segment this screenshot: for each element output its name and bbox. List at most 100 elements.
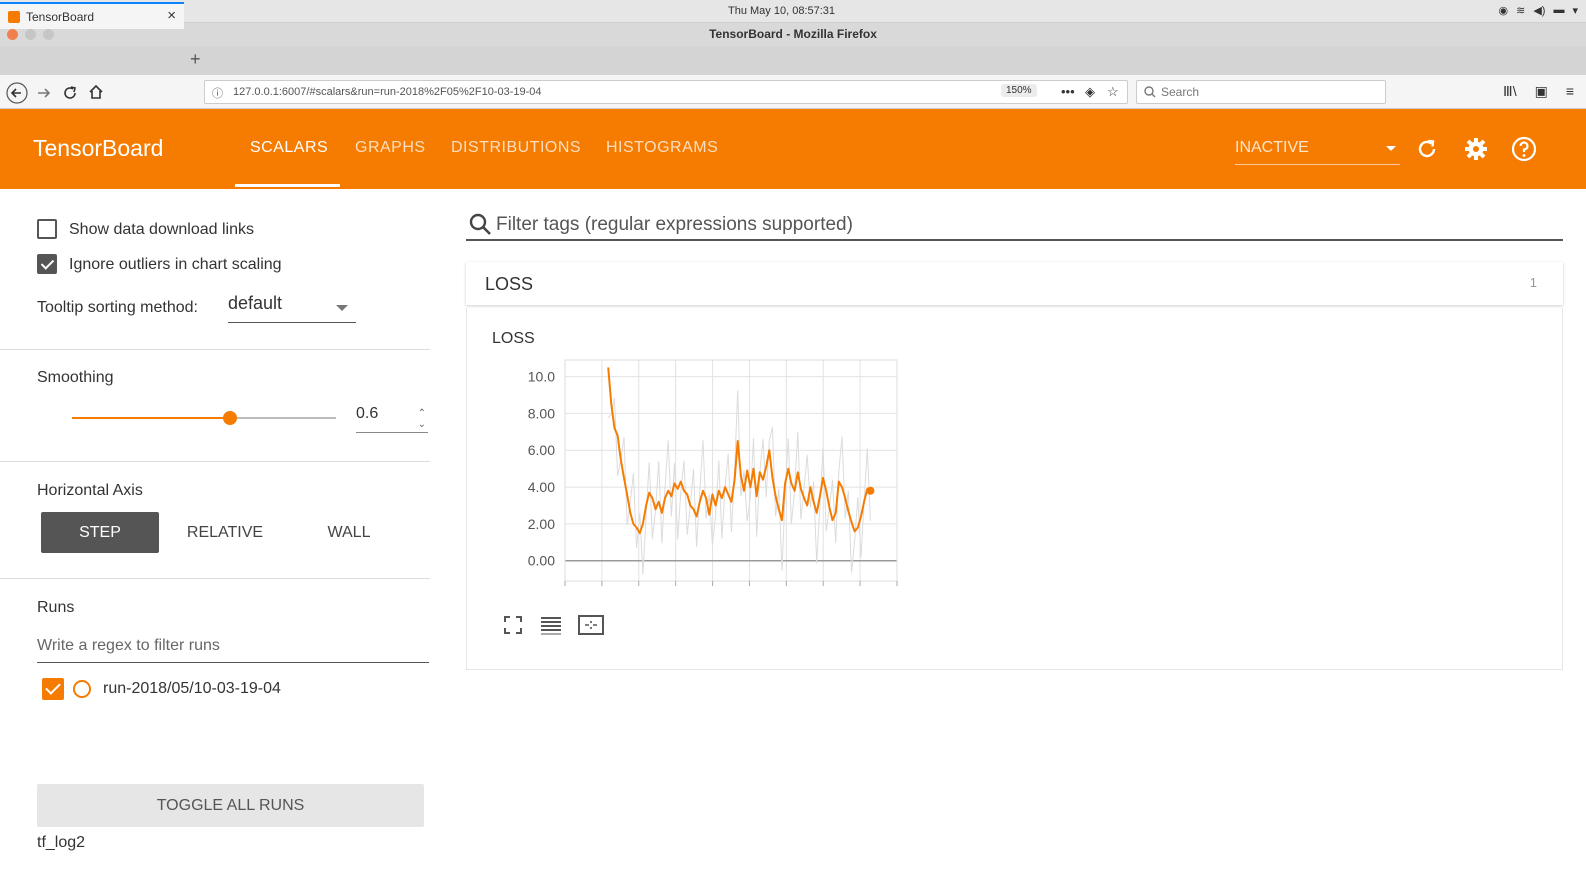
log-directory: tf_log2 bbox=[37, 834, 86, 851]
dropdown-caret-icon bbox=[1386, 146, 1396, 151]
back-icon[interactable] bbox=[6, 82, 28, 104]
loss-chart-card: LOSS 10.0 8.00 6.00 4.00 2.00 0.00 bbox=[466, 308, 1563, 670]
divider bbox=[0, 578, 430, 579]
smoothing-value: 0.6 bbox=[356, 405, 379, 422]
tooltip-sorting-select[interactable]: default bbox=[228, 293, 356, 323]
page-actions-icon[interactable]: ••• bbox=[1061, 84, 1075, 99]
fit-domain-icon[interactable] bbox=[577, 613, 605, 637]
window-title: TensorBoard - Mozilla Firefox bbox=[0, 23, 1586, 46]
axis-relative-button[interactable]: RELATIVE bbox=[186, 524, 264, 541]
toggle-log-scale-icon[interactable] bbox=[539, 613, 563, 637]
tab-title: TensorBoard bbox=[26, 10, 95, 24]
settings-gear-icon[interactable] bbox=[1462, 135, 1490, 163]
chevron-down-icon[interactable]: ▾ bbox=[1572, 5, 1578, 17]
toolbar-right: Ⅲ\ ▣ ≡ bbox=[1503, 83, 1574, 100]
minimize-window-button[interactable] bbox=[25, 29, 36, 40]
smoothing-slider-thumb[interactable] bbox=[223, 411, 238, 425]
series-endpoint bbox=[866, 486, 875, 495]
divider bbox=[0, 349, 430, 350]
new-tab-button[interactable]: + bbox=[190, 49, 201, 69]
refresh-icon[interactable] bbox=[1413, 135, 1441, 163]
search-field[interactable]: Search bbox=[1136, 80, 1386, 104]
y-tick-label: 8.00 bbox=[528, 405, 555, 421]
record-icon[interactable]: ◉ bbox=[1498, 5, 1509, 17]
y-tick-label: 6.00 bbox=[528, 442, 555, 458]
forward-icon[interactable] bbox=[36, 85, 52, 101]
tab-distributions[interactable]: DISTRIBUTIONS bbox=[451, 139, 582, 156]
search-icon bbox=[1144, 86, 1156, 98]
show-download-links-label: Show data download links bbox=[69, 221, 255, 238]
spinner-icon[interactable]: ⌃ ⌄ bbox=[417, 408, 426, 430]
y-tick-label: 4.00 bbox=[528, 479, 555, 495]
expand-icon[interactable] bbox=[501, 613, 525, 637]
run-checkbox[interactable] bbox=[42, 678, 64, 700]
system-tray: ◉ ≋ ◀) ▬ ▾ bbox=[1499, 4, 1578, 17]
tooltip-sorting-value: default bbox=[228, 293, 283, 313]
help-icon[interactable] bbox=[1510, 135, 1538, 163]
tab-strip bbox=[0, 46, 1586, 75]
chart-title: LOSS bbox=[492, 330, 535, 347]
run-name: run-2018/05/10-03-19-04 bbox=[103, 680, 281, 697]
axis-step-button[interactable]: STEP bbox=[41, 512, 159, 553]
category-title: LOSS bbox=[485, 274, 534, 294]
tab-histograms[interactable]: HISTOGRAMS bbox=[606, 139, 719, 156]
sidebar-icon[interactable]: ▣ bbox=[1534, 83, 1548, 99]
loss-chart[interactable]: 10.0 8.00 6.00 4.00 2.00 0.00 bbox=[487, 353, 907, 593]
clock: Thu May 10, 08:57:31 bbox=[728, 5, 836, 17]
tensorboard-header: TensorBoard SCALARS GRAPHS DISTRIBUTIONS… bbox=[0, 109, 1586, 189]
home-icon[interactable] bbox=[88, 84, 104, 100]
tag-filter-input[interactable]: Filter tags (regular expressions support… bbox=[466, 207, 1563, 241]
window-controls bbox=[7, 29, 54, 40]
smoothing-label: Smoothing bbox=[37, 369, 114, 386]
runs-label: Runs bbox=[37, 599, 75, 616]
tab-graphs[interactable]: GRAPHS bbox=[355, 139, 426, 156]
show-download-links-checkbox[interactable] bbox=[37, 219, 57, 239]
smoothing-slider-fill bbox=[72, 417, 231, 419]
menu-icon[interactable]: ≡ bbox=[1565, 83, 1574, 99]
close-window-button[interactable] bbox=[7, 29, 18, 40]
axis-wall-button[interactable]: WALL bbox=[327, 524, 371, 541]
loss-category-header[interactable]: LOSS 1 bbox=[466, 262, 1563, 305]
reload-icon[interactable] bbox=[62, 85, 78, 101]
plot-frame bbox=[564, 359, 898, 582]
tab-scalars[interactable]: SCALARS bbox=[250, 139, 329, 156]
smoothing-input[interactable]: 0.6 ⌃ ⌄ bbox=[356, 405, 428, 433]
close-tab-icon[interactable]: × bbox=[167, 7, 176, 24]
raw-loss-line bbox=[607, 390, 871, 575]
inactive-dashboard-select[interactable]: INACTIVE bbox=[1235, 139, 1400, 165]
maximize-window-button[interactable] bbox=[43, 29, 54, 40]
dropdown-caret-icon bbox=[336, 305, 348, 311]
navigation-bar: ⓘ 127.0.0.1:6007/#scalars&run=run-2018%2… bbox=[0, 75, 1586, 109]
address-bar[interactable]: ⓘ 127.0.0.1:6007/#scalars&run=run-2018%2… bbox=[204, 80, 1128, 104]
ignore-outliers-checkbox[interactable] bbox=[37, 254, 57, 274]
browser-tab[interactable]: TensorBoard × bbox=[0, 2, 184, 29]
bookmark-star-icon[interactable]: ☆ bbox=[1107, 84, 1119, 99]
volume-icon[interactable]: ◀) bbox=[1533, 5, 1546, 17]
run-radio[interactable] bbox=[73, 680, 91, 698]
category-count: 1 bbox=[1529, 275, 1537, 290]
ignore-outliers-label: Ignore outliers in chart scaling bbox=[69, 256, 282, 273]
run-filter-placeholder: Write a regex to filter runs bbox=[37, 637, 220, 654]
wifi-icon[interactable]: ≋ bbox=[1516, 5, 1526, 17]
smoothed-loss-line bbox=[607, 367, 871, 535]
y-tick-label: 10.0 bbox=[528, 369, 555, 385]
y-tick-label: 2.00 bbox=[528, 516, 555, 532]
tag-filter-placeholder: Filter tags (regular expressions support… bbox=[496, 214, 853, 235]
url-text: 127.0.0.1:6007/#scalars&run=run-2018%2F0… bbox=[233, 86, 542, 98]
toggle-all-runs-button[interactable]: TOGGLE ALL RUNS bbox=[37, 784, 424, 827]
battery-icon[interactable]: ▬ bbox=[1553, 4, 1565, 16]
site-info-icon[interactable]: ⓘ bbox=[212, 88, 223, 100]
y-tick-label: 0.00 bbox=[528, 553, 555, 569]
inactive-select-label: INACTIVE bbox=[1235, 139, 1309, 156]
zoom-indicator[interactable]: 150% bbox=[1001, 84, 1037, 97]
library-icon[interactable]: Ⅲ\ bbox=[1503, 83, 1517, 99]
horizontal-axis-label: Horizontal Axis bbox=[37, 482, 143, 499]
sidebar: Show data download links Ignore outliers… bbox=[0, 189, 430, 892]
chart-toolbar bbox=[501, 613, 605, 637]
os-menu-bar: Firefox Web Browser ▾ Thu May 10, 08:57:… bbox=[0, 0, 1586, 23]
active-tab-indicator bbox=[235, 184, 340, 187]
app-title: TensorBoard bbox=[33, 135, 164, 161]
pocket-icon[interactable]: ◈ bbox=[1085, 84, 1095, 99]
run-filter-input[interactable]: Write a regex to filter runs bbox=[37, 637, 429, 663]
divider bbox=[0, 461, 430, 462]
